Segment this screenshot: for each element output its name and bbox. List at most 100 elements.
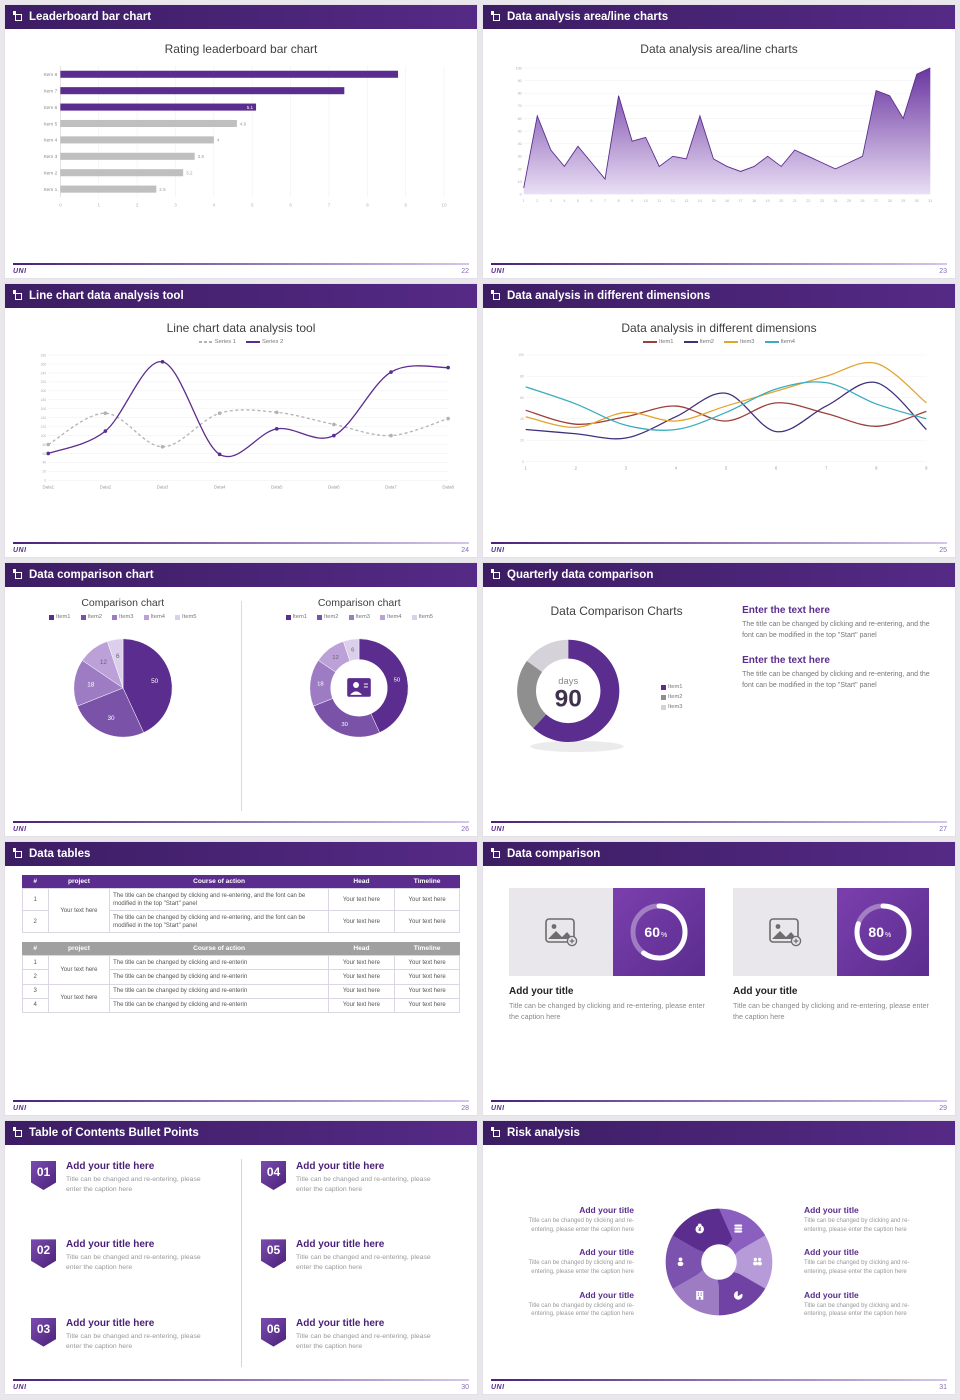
col-header: Head <box>328 875 395 889</box>
slide-31[interactable]: Risk analysis Add your title Title can b… <box>482 1120 956 1395</box>
svg-text:18: 18 <box>87 681 95 688</box>
page-number: 23 <box>939 268 947 275</box>
cell: 4 <box>21 997 49 1013</box>
svg-text:3: 3 <box>625 465 628 470</box>
svg-text:9: 9 <box>404 202 407 207</box>
svg-text:10: 10 <box>517 180 521 184</box>
svg-text:22: 22 <box>806 199 810 203</box>
svg-text:140: 140 <box>41 416 47 420</box>
uni-logo: UNI <box>13 268 27 275</box>
toc-caption: Title can be changed and re-entering, pl… <box>66 1176 201 1193</box>
svg-text:Data7: Data7 <box>385 484 397 489</box>
risk-caption: Title can be changed by clicking and re-… <box>804 1260 910 1275</box>
svg-text:90: 90 <box>555 685 582 712</box>
slide-30[interactable]: Table of Contents Bullet Points 01 Add y… <box>4 1120 478 1395</box>
cell: The title can be changed by clicking and… <box>109 910 330 934</box>
slide-footer: UNI 31 <box>491 1379 947 1394</box>
progress-ring-box: 80% <box>837 888 929 976</box>
cell: Your text here <box>328 887 395 912</box>
toc-title: Add your title here <box>66 1317 155 1329</box>
col-header: project <box>48 942 110 956</box>
progress-ring-80: 80% <box>854 903 912 961</box>
uni-logo: UNI <box>13 826 27 833</box>
svg-text:20: 20 <box>517 167 521 171</box>
table-row: 1 Your text here The title can be change… <box>21 955 461 985</box>
cell: The title can be changed by clicking and… <box>109 955 330 971</box>
svg-text:4: 4 <box>212 202 215 207</box>
legend-item: Item3 <box>661 704 683 710</box>
legend-item: Item2 <box>683 339 714 345</box>
slide-footer: UNI 22 <box>13 263 469 278</box>
svg-text:19: 19 <box>766 199 770 203</box>
risk-title: Add your title <box>804 1204 859 1215</box>
card-caption: Title can be changed by clicking and re-… <box>509 1001 705 1021</box>
square-bullet-icon <box>490 11 500 21</box>
card-title: Add your title <box>733 986 798 997</box>
text-block: Enter the text here The title can be cha… <box>742 605 943 641</box>
svg-text:2.5: 2.5 <box>159 187 166 192</box>
svg-text:5: 5 <box>251 202 254 207</box>
svg-text:1: 1 <box>523 199 525 203</box>
slide-24[interactable]: Line chart data analysis tool Line chart… <box>4 283 478 558</box>
data-table-2: # project Course of action Head Timeline… <box>21 942 461 1013</box>
legend-marker <box>724 341 738 343</box>
slide-22[interactable]: Leaderboard bar chart Rating leaderboard… <box>4 4 478 279</box>
risk-text-block: Add your title Title can be changed by c… <box>804 1247 942 1276</box>
slide-25[interactable]: Data analysis in different dimensions Da… <box>482 283 956 558</box>
legend-marker <box>285 614 291 620</box>
svg-text:80: 80 <box>868 924 884 940</box>
uni-logo: UNI <box>491 268 505 275</box>
slide-header-title: Leaderboard bar chart <box>29 11 152 23</box>
cell: Your text here <box>328 969 395 985</box>
square-bullet-icon <box>490 290 500 300</box>
risk-title: Add your title <box>804 1247 859 1258</box>
slide-27[interactable]: Quarterly data comparison Data Compariso… <box>482 562 956 837</box>
svg-text:7: 7 <box>604 199 606 203</box>
risk-text-block: Add your title Title can be changed by c… <box>506 1247 634 1276</box>
block-body: The title can be changed by clicking and… <box>742 621 930 639</box>
multi-line-chart: 0 20 40 60 80 100 1 2 3 4 5 6 7 8 9 <box>518 353 928 470</box>
svg-text:1: 1 <box>97 202 100 207</box>
cell: Your text here <box>328 997 395 1013</box>
svg-text:15: 15 <box>711 199 715 203</box>
cell: Your text here <box>47 887 111 934</box>
slide-header-title: Quarterly data comparison <box>507 569 654 581</box>
svg-text:Data8: Data8 <box>442 484 454 489</box>
square-bullet-icon <box>12 848 22 858</box>
svg-text:0: 0 <box>44 479 46 483</box>
slide-28[interactable]: Data tables # project Course of action H… <box>4 841 478 1116</box>
cell: Your text here <box>393 983 461 999</box>
chart-legend: Item1 Item2 Item3 <box>661 684 683 710</box>
legend-item: Item3 <box>112 614 134 620</box>
uni-logo: UNI <box>491 1105 505 1112</box>
legend-item: Item4 <box>764 339 795 345</box>
chart-legend: Series 1 Series 2 <box>5 339 477 345</box>
svg-text:6: 6 <box>289 202 292 207</box>
chart-title: Data analysis area/line charts <box>640 42 798 56</box>
uni-logo: UNI <box>13 1384 27 1391</box>
svg-text:Item 3: Item 3 <box>44 154 58 160</box>
cell: 2 <box>21 969 49 985</box>
legend-label: Item3 <box>355 614 371 620</box>
slide-26[interactable]: Data comparison chart Comparison chart I… <box>4 562 478 837</box>
legend-marker <box>764 341 779 343</box>
number-badge: 01 <box>31 1161 56 1190</box>
chart-legend: Item1 Item2 Item3 Item4 Item5 <box>285 614 433 620</box>
number-badge: 03 <box>31 1317 56 1347</box>
slide-header-title: Risk analysis <box>507 1127 580 1139</box>
svg-text:4.6: 4.6 <box>240 121 247 126</box>
table-row: 2 The title can be changed by clicking a… <box>21 910 461 934</box>
svg-text:220: 220 <box>41 380 47 384</box>
slide-23[interactable]: Data analysis area/line charts Data anal… <box>482 4 956 279</box>
col-header: Timeline <box>394 875 460 889</box>
square-bullet-icon <box>12 290 22 300</box>
cell: The title can be changed by clicking and… <box>109 983 330 999</box>
number-badge: 06 <box>261 1317 286 1347</box>
slide-header: Data comparison chart <box>5 563 477 587</box>
slide-29[interactable]: Data comparison <box>482 841 956 1116</box>
svg-text:days: days <box>558 676 578 687</box>
image-placeholder-icon <box>545 918 578 947</box>
svg-text:6: 6 <box>775 465 778 470</box>
slide-header: Quarterly data comparison <box>483 563 955 587</box>
